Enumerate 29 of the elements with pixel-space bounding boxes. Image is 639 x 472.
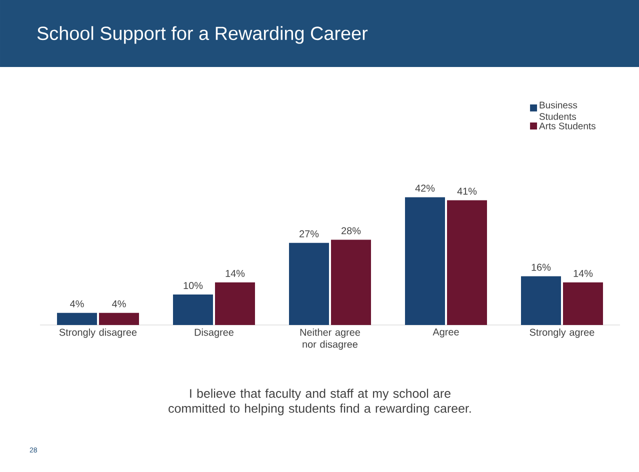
x-tick-label: Strongly disagree: [59, 328, 137, 338]
data-label: 16%: [532, 264, 551, 271]
bar: [173, 294, 214, 325]
legend-label: Business Students: [539, 101, 578, 120]
bar: [521, 276, 561, 325]
bar: [289, 242, 330, 325]
bar: [563, 282, 603, 325]
bar: [405, 197, 446, 325]
chart-title: School Support for a Rewarding Career: [37, 26, 368, 44]
data-label: 27%: [300, 230, 319, 238]
data-label: 42%: [415, 184, 435, 192]
x-tick-label: Neither agree nor disagree: [300, 328, 360, 350]
bar: [331, 240, 372, 325]
data-label: 28%: [342, 227, 361, 234]
legend-label: Arts Students: [539, 122, 596, 130]
data-label: 4%: [112, 300, 126, 308]
bar: [215, 282, 256, 325]
x-tick-label: Strongly agree: [530, 328, 594, 338]
data-label: 14%: [226, 270, 245, 277]
data-label: 4%: [70, 300, 84, 308]
bar: [57, 312, 98, 325]
data-label: 10%: [184, 282, 203, 290]
bar: [447, 200, 488, 325]
data-label: 41%: [457, 188, 477, 195]
x-tick-label: Disagree: [194, 328, 234, 338]
data-label: 14%: [574, 270, 593, 277]
bar: [99, 312, 140, 325]
text: I believe that faculty and staff at my school are committed to helping students find a rewarding career.: [168, 388, 471, 416]
x-tick-label: Agree: [432, 328, 459, 338]
